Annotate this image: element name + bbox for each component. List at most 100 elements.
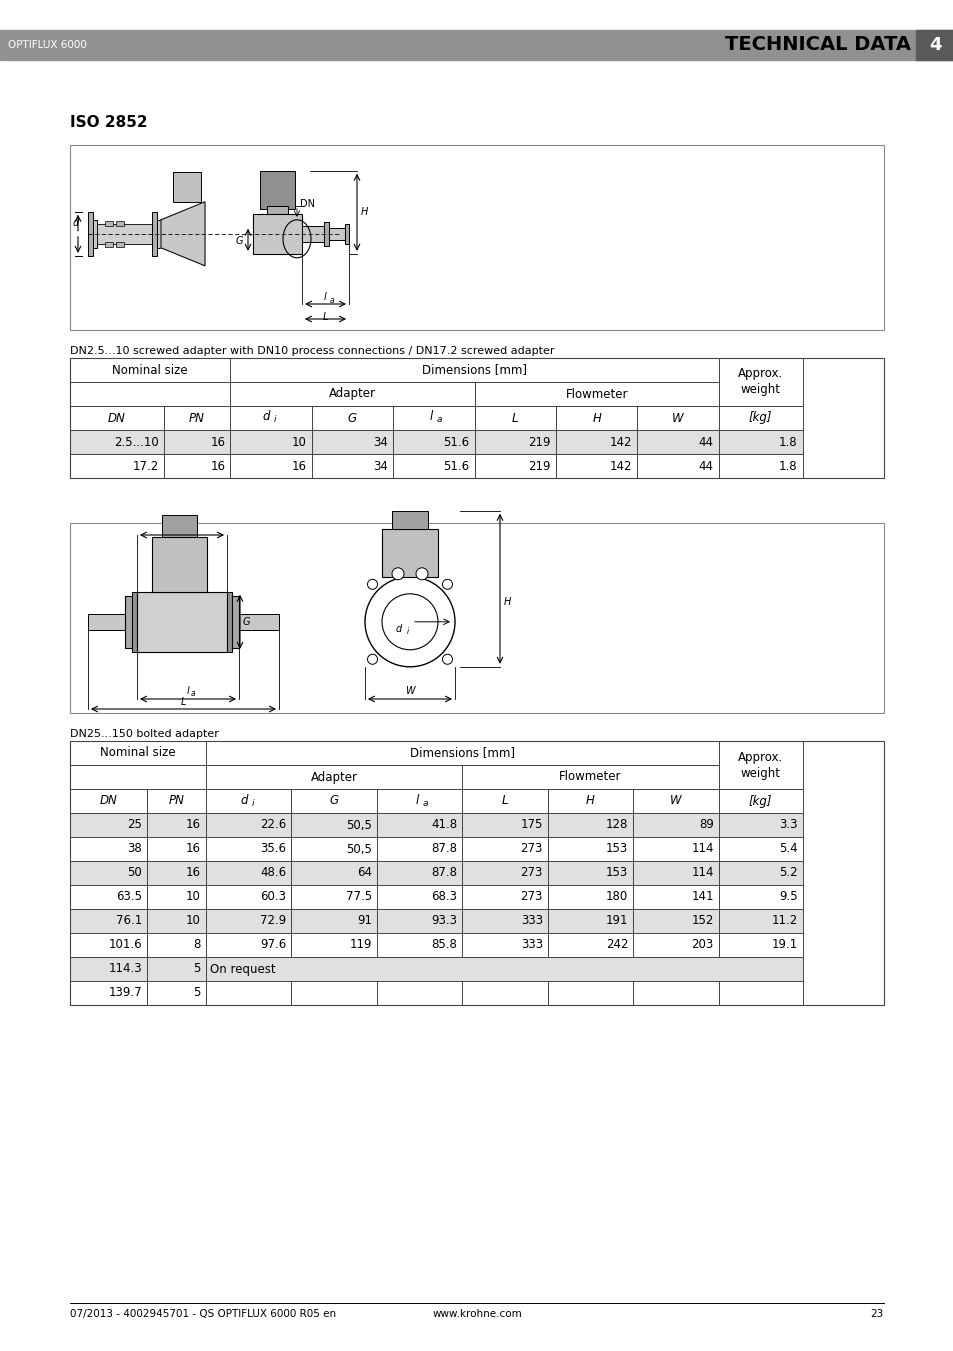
Bar [132,592,137,651]
Text: 333: 333 [520,939,542,951]
Text: H: H [585,794,595,808]
Text: 175: 175 [520,819,542,831]
Text: Dimensions [mm]: Dimensions [mm] [410,747,515,759]
Text: 3.3: 3.3 [779,819,797,831]
Bar [291,813,376,838]
Bar [70,813,147,838]
Bar [718,813,801,838]
Bar [329,228,347,239]
Text: DN: DN [100,794,117,808]
Text: 16: 16 [292,459,307,473]
Bar [547,813,633,838]
Bar [718,740,801,789]
Text: Approx.
weight: Approx. weight [738,367,782,396]
Bar [206,934,291,957]
Text: 34: 34 [373,459,388,473]
Text: 1.8: 1.8 [779,435,797,449]
Bar [137,592,227,651]
Bar [147,838,206,861]
Text: l: l [415,793,418,807]
Text: H: H [503,597,511,607]
Text: i: i [77,218,79,227]
Text: 142: 142 [609,435,632,449]
Bar [547,909,633,934]
Bar [556,454,637,478]
Polygon shape [161,201,205,266]
Text: d: d [262,411,270,423]
Bar [718,358,801,407]
Text: L: L [322,312,328,322]
Text: 191: 191 [605,915,628,928]
Bar [291,981,376,1005]
Bar [462,934,547,957]
Bar [718,789,801,813]
Text: l: l [187,686,190,696]
Text: G: G [243,617,251,627]
Bar [70,145,883,330]
Bar [633,861,718,885]
Text: Flowmeter: Flowmeter [558,770,621,784]
Bar [474,430,556,454]
Bar [345,224,349,243]
Text: 153: 153 [605,843,628,855]
Bar [70,765,206,789]
Bar [637,454,718,478]
Bar [239,613,278,630]
Bar [88,212,92,255]
Text: 85.8: 85.8 [431,939,456,951]
Text: 44: 44 [698,435,713,449]
Bar [227,592,232,651]
Bar [376,934,462,957]
Bar [291,789,376,813]
Bar [206,885,291,909]
Bar [633,909,718,934]
Text: 8: 8 [193,939,201,951]
Text: 16: 16 [211,459,225,473]
Text: i: i [407,627,409,636]
Text: d: d [240,793,248,807]
Bar [312,407,393,430]
Text: 5.4: 5.4 [779,843,797,855]
Bar [267,205,288,224]
Text: 64: 64 [356,866,372,880]
Text: 77.5: 77.5 [345,890,372,904]
Text: H: H [592,412,600,424]
Bar [70,358,230,382]
Text: [kg]: [kg] [748,412,772,424]
Text: 07/2013 - 4002945701 - QS OPTIFLUX 6000 R05 en: 07/2013 - 4002945701 - QS OPTIFLUX 6000 … [70,1309,335,1319]
Bar [291,838,376,861]
Text: 50,5: 50,5 [346,819,372,831]
Text: 51.6: 51.6 [443,459,469,473]
Text: 68.3: 68.3 [431,890,456,904]
Text: 128: 128 [605,819,628,831]
Bar [291,909,376,934]
Text: 63.5: 63.5 [116,890,142,904]
Bar [206,957,801,981]
Bar [116,242,124,247]
Text: ISO 2852: ISO 2852 [70,115,148,130]
Bar [462,765,718,789]
Text: PN: PN [169,794,184,808]
Text: 22.6: 22.6 [260,819,286,831]
Bar [206,838,291,861]
Bar [392,511,428,528]
Text: i: i [274,416,276,424]
Text: l: l [324,292,327,303]
Text: 60.3: 60.3 [260,890,286,904]
Text: d: d [73,218,79,228]
Text: PN: PN [189,412,205,424]
Bar [163,454,230,478]
Text: 242: 242 [605,939,628,951]
Bar [147,934,206,957]
Bar [206,813,291,838]
Bar [70,789,147,813]
Text: 23: 23 [870,1309,883,1319]
Text: 273: 273 [520,866,542,880]
Text: 48.6: 48.6 [260,866,286,880]
Text: d: d [395,624,401,634]
Text: Dimensions [mm]: Dimensions [mm] [421,363,526,377]
Bar [462,909,547,934]
Bar [70,981,147,1005]
Bar [633,789,718,813]
Text: [kg]: [kg] [748,794,772,808]
